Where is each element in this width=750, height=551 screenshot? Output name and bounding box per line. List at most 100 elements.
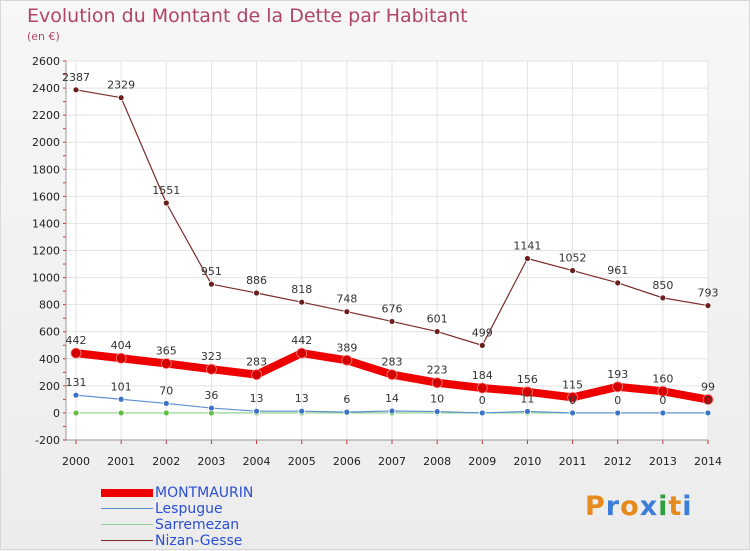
data-label-montmaurin: 283 <box>382 356 403 369</box>
data-label-lespugue: 0 <box>569 394 576 407</box>
x-tick-label: 2014 <box>694 455 722 468</box>
y-tick-label: 1400 <box>32 217 60 230</box>
data-label-montmaurin: 404 <box>111 339 132 352</box>
x-tick-label: 2001 <box>107 455 135 468</box>
data-point-nizan-gesse <box>659 294 667 302</box>
y-tick-label: 2600 <box>32 55 60 68</box>
data-point-montmaurin <box>476 382 488 394</box>
data-point-montmaurin <box>567 391 578 403</box>
data-point-nizan-gesse <box>343 308 351 316</box>
data-point-nizan-gesse <box>478 341 486 349</box>
data-point-lespugue <box>117 395 125 403</box>
data-label-montmaurin: 223 <box>427 364 448 377</box>
data-point-nizan-gesse <box>704 302 712 309</box>
data-label-lespugue: 13 <box>250 392 264 405</box>
data-label-nizan-gesse: 886 <box>246 274 267 287</box>
x-tick-label: 2008 <box>423 455 451 468</box>
data-point-lespugue <box>343 408 351 416</box>
data-label-lespugue: 101 <box>111 380 132 393</box>
data-point-lespugue <box>208 404 215 412</box>
data-point-nizan-gesse <box>117 94 125 102</box>
data-label-nizan-gesse: 499 <box>472 326 493 339</box>
data-point-lespugue <box>614 409 622 417</box>
y-tick-label: 800 <box>39 299 60 312</box>
data-label-montmaurin: 160 <box>652 372 673 385</box>
data-point-montmaurin <box>341 354 353 366</box>
data-point-nizan-gesse <box>298 298 306 306</box>
data-point-sarremezan <box>72 409 80 417</box>
data-point-nizan-gesse <box>208 280 215 288</box>
x-tick-label: 2007 <box>378 455 406 468</box>
legend-label: Sarremezan <box>155 517 240 533</box>
x-tick-label: 2011 <box>559 455 587 468</box>
data-label-nizan-gesse: 601 <box>427 313 448 326</box>
x-tick-label: 2010 <box>513 455 541 468</box>
data-point-montmaurin <box>160 358 172 369</box>
data-label-lespugue: 13 <box>295 392 309 405</box>
data-label-nizan-gesse: 951 <box>201 265 222 278</box>
data-label-lespugue: 14 <box>385 392 399 405</box>
data-label-montmaurin: 323 <box>201 350 222 363</box>
data-label-lespugue: 131 <box>66 376 87 389</box>
data-label-montmaurin: 283 <box>246 356 267 369</box>
data-label-montmaurin: 389 <box>336 341 357 354</box>
data-point-montmaurin <box>70 347 82 359</box>
data-label-lespugue: 6 <box>343 393 350 406</box>
data-point-lespugue <box>433 408 441 415</box>
x-tick-label: 2003 <box>197 455 225 468</box>
data-label-nizan-gesse: 1052 <box>559 252 587 265</box>
data-label-lespugue: 70 <box>159 384 173 397</box>
x-tick-label: 2006 <box>333 455 361 468</box>
data-point-nizan-gesse <box>162 199 170 207</box>
y-tick-label: 2400 <box>32 82 60 95</box>
data-point-lespugue <box>162 400 170 407</box>
data-point-lespugue <box>298 407 306 415</box>
data-point-lespugue <box>478 409 486 417</box>
y-tick-label: 2200 <box>32 109 60 122</box>
data-label-montmaurin: 184 <box>472 369 493 382</box>
y-tick-label: -200 <box>35 434 60 447</box>
data-point-lespugue <box>388 407 396 415</box>
x-tick-label: 2005 <box>288 455 316 468</box>
legend-swatch <box>101 508 153 509</box>
data-point-montmaurin <box>386 369 398 381</box>
data-point-lespugue <box>704 409 712 417</box>
data-label-lespugue: 0 <box>659 394 666 407</box>
data-point-montmaurin <box>657 385 669 397</box>
data-label-montmaurin: 99 <box>701 381 715 394</box>
x-tick-label: 2013 <box>649 455 677 468</box>
data-label-montmaurin: 156 <box>517 373 538 386</box>
y-tick-label: 1800 <box>32 163 60 176</box>
x-tick-label: 2000 <box>62 455 90 468</box>
x-tick-label: 2004 <box>243 455 271 468</box>
data-point-sarremezan <box>117 409 125 417</box>
data-point-montmaurin <box>296 347 308 359</box>
data-point-nizan-gesse <box>253 289 260 297</box>
data-point-nizan-gesse <box>433 328 441 335</box>
data-label-montmaurin: 193 <box>607 368 628 381</box>
data-point-lespugue <box>659 409 667 417</box>
data-point-montmaurin <box>522 386 533 398</box>
data-label-montmaurin: 442 <box>66 334 87 347</box>
y-tick-label: 1600 <box>32 190 60 203</box>
data-point-sarremezan <box>162 409 170 417</box>
legend-swatch <box>101 540 153 541</box>
legend-swatch <box>101 489 153 497</box>
y-tick-label: 0 <box>53 407 60 420</box>
legend-label: Lespugue <box>155 501 223 517</box>
data-label-lespugue: 11 <box>520 392 534 405</box>
data-label-lespugue: 10 <box>430 393 444 406</box>
data-label-nizan-gesse: 748 <box>336 293 357 306</box>
data-label-nizan-gesse: 1551 <box>152 184 180 197</box>
data-label-montmaurin: 365 <box>156 345 177 358</box>
data-label-lespugue: 0 <box>614 394 621 407</box>
data-label-nizan-gesse: 961 <box>607 264 628 277</box>
data-point-montmaurin <box>431 377 443 389</box>
data-point-nizan-gesse <box>524 255 531 262</box>
data-label-lespugue: 0 <box>705 394 712 407</box>
y-tick-label: 200 <box>39 380 60 393</box>
data-label-lespugue: 36 <box>204 389 218 402</box>
data-label-lespugue: 0 <box>479 394 486 407</box>
data-point-montmaurin <box>702 394 714 405</box>
data-point-montmaurin <box>612 381 624 393</box>
